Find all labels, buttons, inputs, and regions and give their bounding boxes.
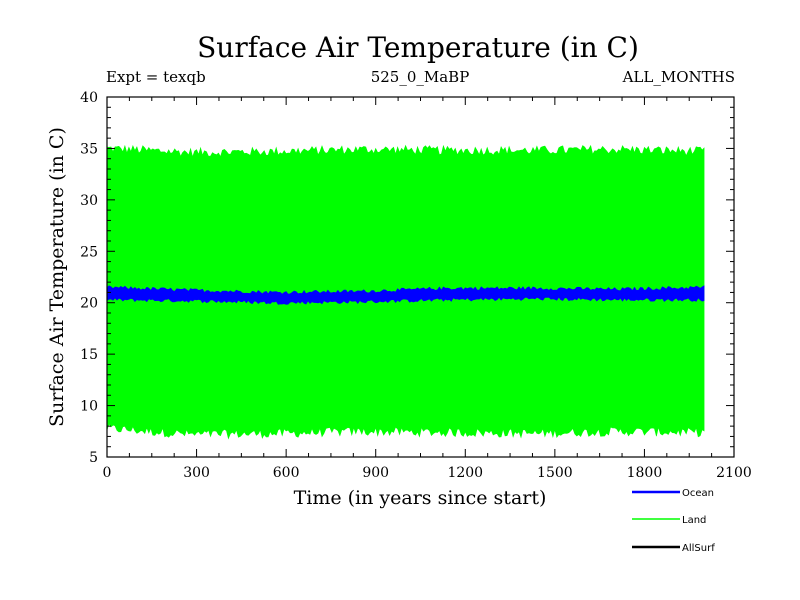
legend-label: Ocean xyxy=(682,488,714,499)
x-tick-label: 1500 xyxy=(537,465,573,481)
x-tick-label: 1200 xyxy=(447,465,483,481)
x-tick-label: 300 xyxy=(183,465,210,481)
x-tick-label: 600 xyxy=(273,465,300,481)
legend-label: AllSurf xyxy=(682,543,715,554)
legend-label: Land xyxy=(682,515,706,526)
x-tick-label: 2100 xyxy=(716,465,752,481)
x-axis-label: Time (in years since start) xyxy=(294,487,547,509)
y-tick-label: 5 xyxy=(89,450,98,466)
series-band xyxy=(106,285,705,305)
legend: Ocean Land AllSurf xyxy=(632,488,715,554)
y-tick-label: 15 xyxy=(80,347,98,363)
y-tick-label: 30 xyxy=(80,193,98,209)
header-center: 525_0_MaBP xyxy=(371,68,470,86)
series-ocean xyxy=(106,285,705,305)
header-left: Expt = texqb xyxy=(106,68,206,86)
y-tick-label: 40 xyxy=(80,90,98,106)
y-tick-label: 10 xyxy=(80,399,98,415)
plot-area xyxy=(106,144,705,440)
y-axis-label: Surface Air Temperature (in C) xyxy=(46,127,68,427)
y-axis: 5 10 15 20 25 30 35 40 xyxy=(80,90,734,466)
y-tick-label: 35 xyxy=(80,141,98,157)
x-tick-label: 0 xyxy=(103,465,112,481)
header-right: ALL_MONTHS xyxy=(622,68,735,86)
y-tick-label: 20 xyxy=(80,296,98,312)
y-tick-label: 25 xyxy=(80,244,98,260)
x-tick-label: 900 xyxy=(362,465,389,481)
x-axis: 0 300 600 900 1200 1500 1800 2100 xyxy=(103,97,752,481)
chart-title: Surface Air Temperature (in C) xyxy=(197,31,639,64)
x-tick-label: 1800 xyxy=(627,465,663,481)
